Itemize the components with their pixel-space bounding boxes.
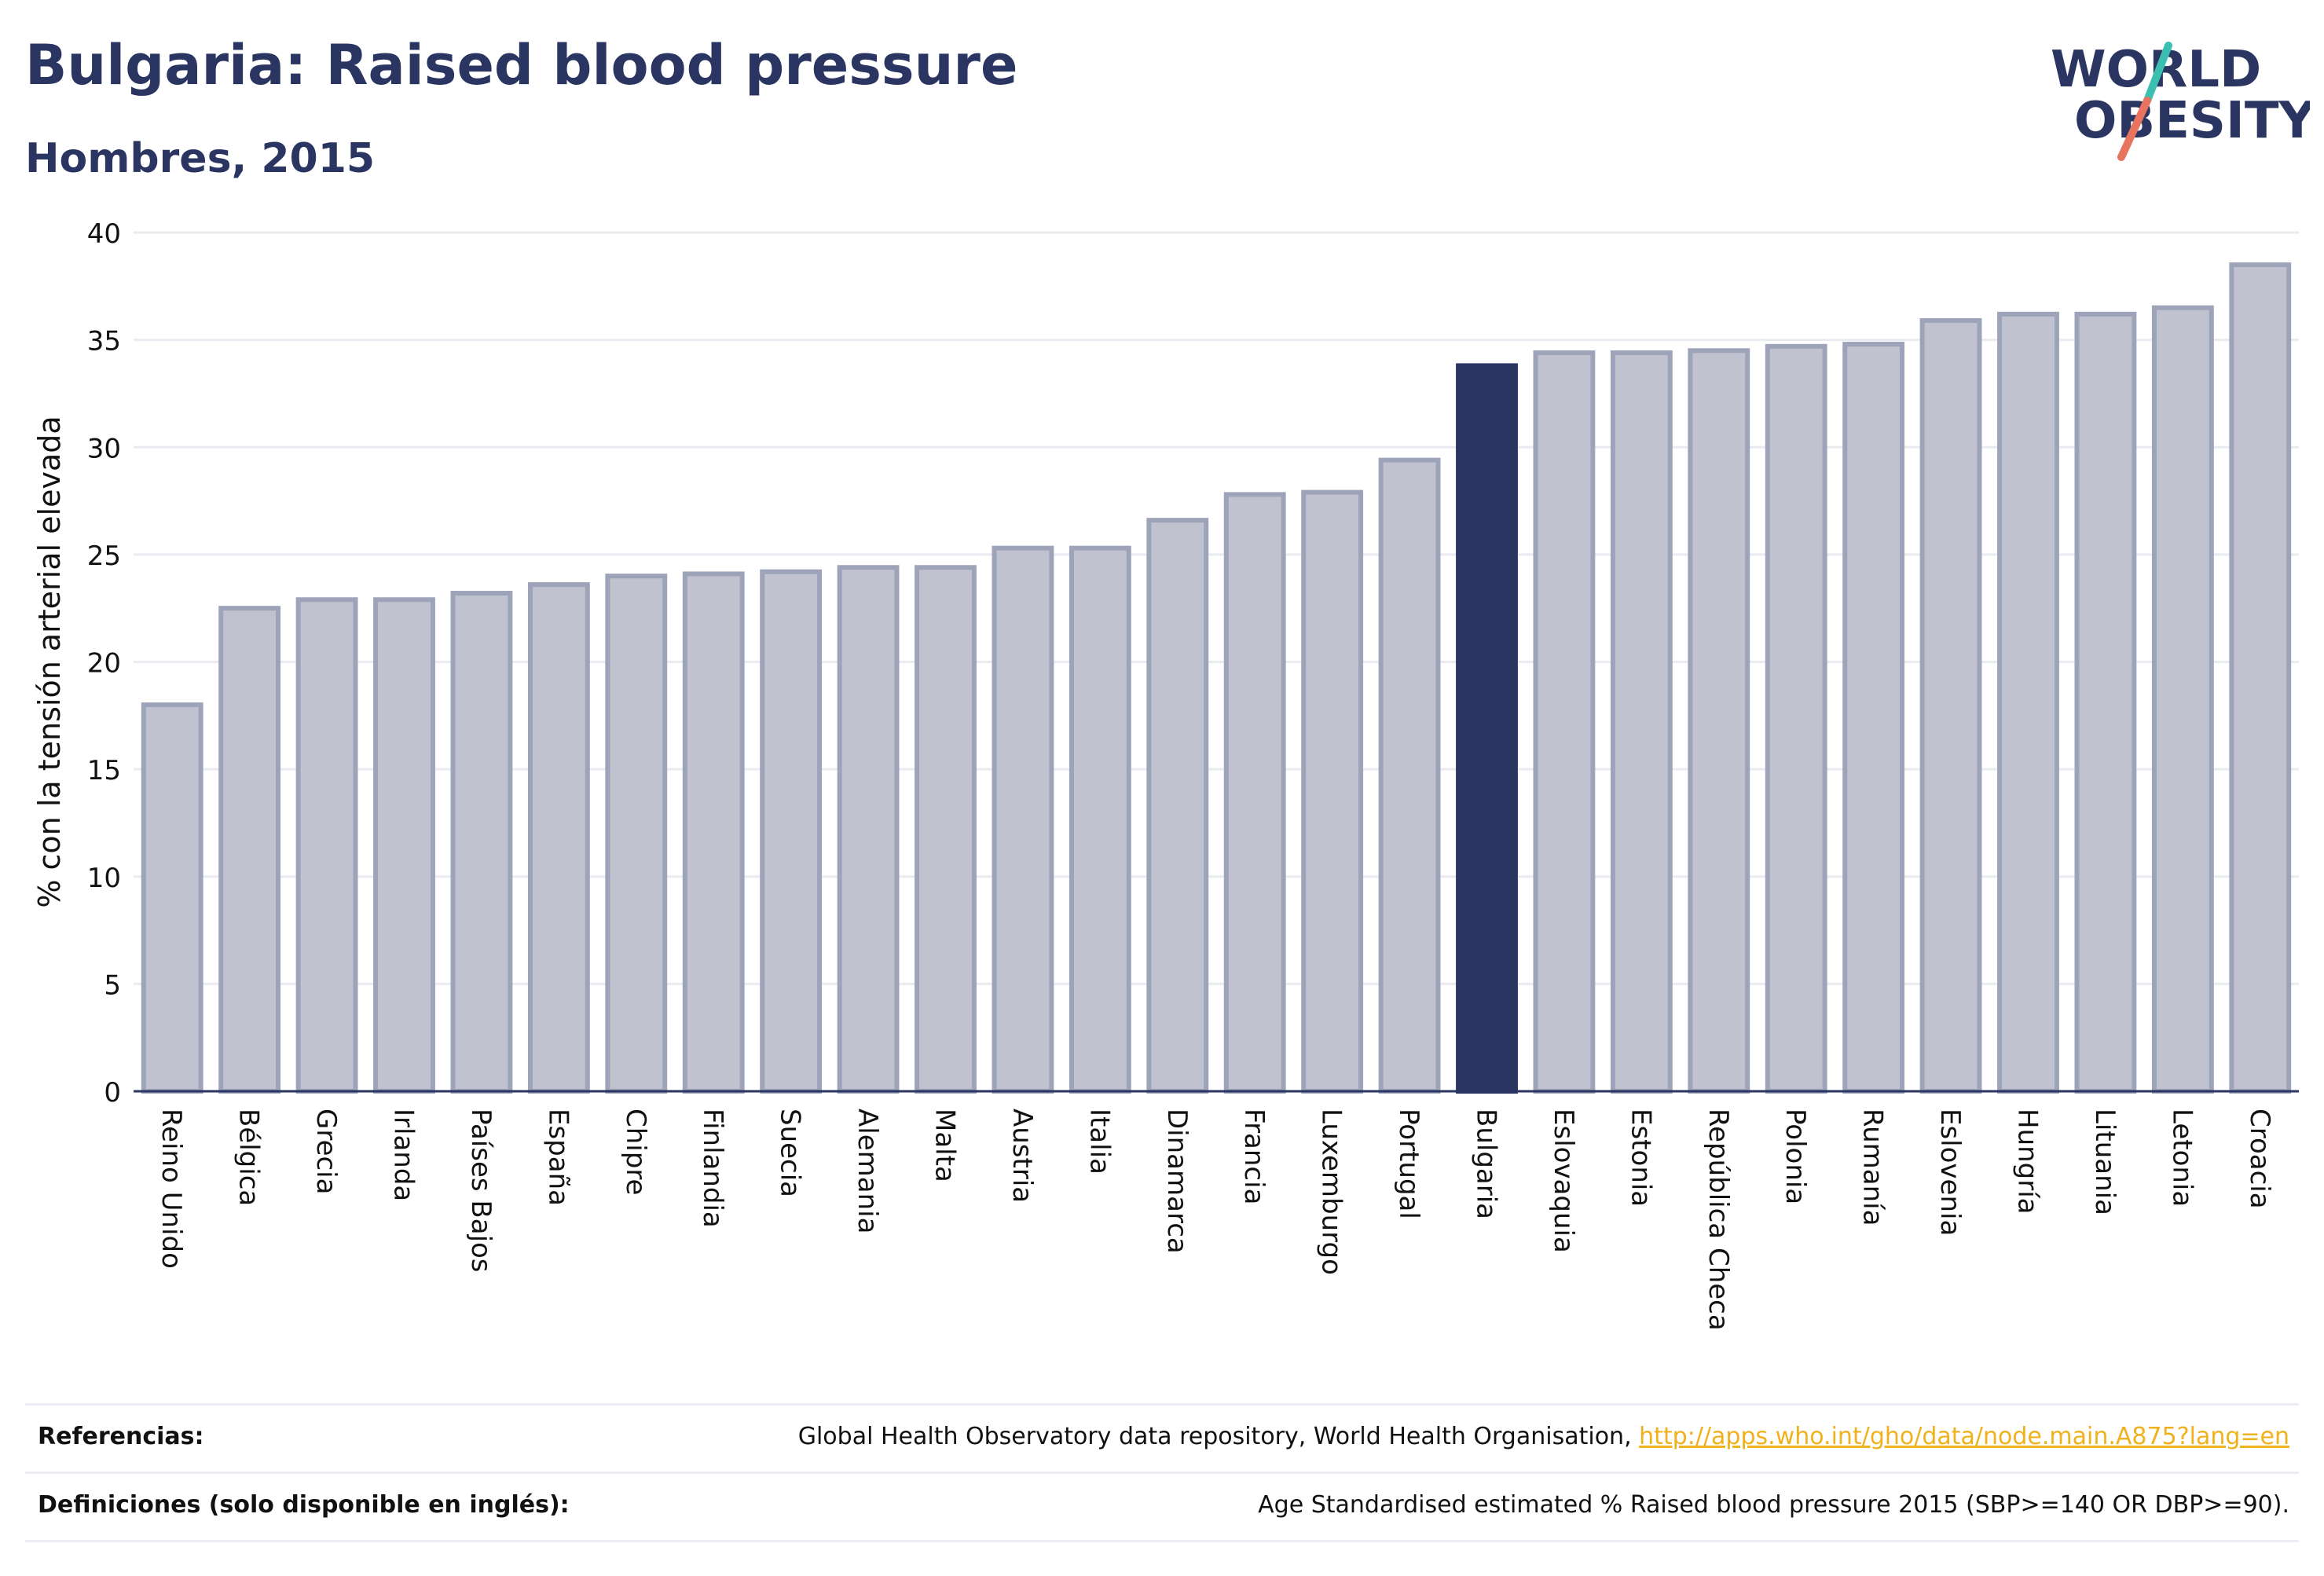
definitions-label: Definiciones (solo disponible en inglés)…: [38, 1491, 570, 1519]
x-tick-label: Irlanda: [388, 1109, 420, 1201]
bar-estonia: [1610, 350, 1673, 1094]
bar-suecia: [760, 569, 823, 1094]
bar-eslovaquia: [1533, 350, 1596, 1094]
bar-polonia: [1765, 343, 1827, 1094]
bar-bulgaria: [1456, 363, 1518, 1094]
x-tick-labels: Reino Unido Bélgica Grecia Irlanda Países Ba…: [156, 1109, 2275, 1331]
bar-malta: [915, 565, 977, 1094]
bar-eslovenia: [1919, 318, 1982, 1094]
x-tick-label: Suecia: [775, 1109, 806, 1197]
x-tick-label: España: [542, 1109, 574, 1206]
y-tick-label: 5: [104, 969, 121, 1001]
references-row: Referencias: Global Health Observatory d…: [25, 1403, 2299, 1472]
x-tick-label: Bélgica: [233, 1109, 265, 1206]
y-tick-label: 10: [87, 863, 121, 894]
bar-francia: [1223, 492, 1286, 1094]
references-link[interactable]: http://apps.who.int/gho/data/node.main.A…: [1639, 1423, 2289, 1450]
references-label: Referencias:: [38, 1423, 204, 1450]
bar-finlandia: [682, 571, 745, 1094]
bar-chart: 0 5 10 15 20 25 30 35 40 Reino Unido Bélgica Greci…: [32, 218, 2299, 1331]
bar-letonia: [2151, 305, 2214, 1094]
x-tick-label: Croacia: [2244, 1109, 2275, 1209]
references-table: Referencias: Global Health Observatory d…: [25, 1403, 2299, 1542]
logo-slash-top: [2143, 42, 2172, 104]
x-tick-label: Eslovenia: [1934, 1109, 1966, 1236]
x-tick-label: Italia: [1083, 1109, 1115, 1175]
bar-países-bajos: [450, 591, 513, 1094]
x-tick-label: Letonia: [2166, 1109, 2198, 1207]
bar-reino-unido: [141, 702, 203, 1094]
x-tick-label: Malta: [929, 1109, 961, 1182]
y-tick-label: 40: [87, 218, 121, 250]
references-text: Global Health Observatory data repositor…: [797, 1423, 1640, 1450]
x-tick-label: Chipre: [620, 1109, 651, 1195]
bar-lituania: [2074, 311, 2137, 1094]
x-tick-label: Bulgaria: [1471, 1109, 1502, 1219]
logo-slash-bottom: [2117, 97, 2151, 161]
y-axis-label: % con la tensión arterial elevada: [32, 416, 67, 907]
x-tick-label: Portugal: [1393, 1109, 1424, 1219]
y-tick-label: 0: [104, 1077, 121, 1109]
x-tick-label: Rumanía: [1857, 1109, 1889, 1226]
bars: [141, 262, 2292, 1094]
bar-chipre: [605, 574, 668, 1094]
x-tick-label: Austria: [1006, 1109, 1038, 1203]
bar-luxemburgo: [1301, 489, 1364, 1094]
x-tick-label: Grecia: [310, 1109, 342, 1194]
x-tick-label: Alemania: [852, 1109, 883, 1233]
y-tick-label: 25: [87, 541, 121, 572]
x-tick-label: Francia: [1238, 1109, 1270, 1204]
chart-subtitle: Hombres, 2015: [25, 135, 376, 182]
bar-croacia: [2229, 262, 2292, 1094]
x-tick-label: Eslovaquia: [1548, 1109, 1579, 1253]
x-tick-label: República Checa: [1703, 1109, 1734, 1331]
x-tick-label: Lituania: [2089, 1109, 2121, 1215]
bar-bélgica: [218, 606, 281, 1094]
bar-grecia: [295, 597, 358, 1094]
definitions-row: Definiciones (solo disponible en inglés)…: [25, 1472, 2299, 1542]
bar-república-checa: [1688, 348, 1750, 1094]
x-tick-label: Finlandia: [697, 1109, 728, 1228]
x-tick-label: Luxemburgo: [1316, 1109, 1347, 1275]
x-tick-label: Países Bajos: [465, 1109, 497, 1273]
world-obesity-logo: WORLD OBESITY: [2051, 41, 2310, 161]
bar-españa: [527, 582, 590, 1094]
references-value: Global Health Observatory data repositor…: [798, 1423, 2289, 1450]
definitions-value: Age Standardised estimated % Raised bloo…: [1258, 1491, 2289, 1519]
bar-italia: [1069, 545, 1131, 1094]
x-tick-label: Reino Unido: [156, 1109, 187, 1269]
y-tick-labels: 0 5 10 15 20 25 30 35 40: [87, 218, 121, 1109]
bar-dinamarca: [1146, 518, 1209, 1094]
x-tick-label: Estonia: [1625, 1109, 1656, 1207]
bar-austria: [992, 545, 1054, 1094]
y-tick-label: 20: [87, 648, 121, 680]
bar-irlanda: [373, 597, 435, 1094]
x-tick-label: Dinamarca: [1161, 1109, 1193, 1254]
bar-alemania: [837, 565, 900, 1094]
logo-line-2: OBESITY: [2074, 92, 2310, 150]
x-tick-label: Hungría: [2012, 1109, 2044, 1215]
y-tick-label: 15: [87, 755, 121, 786]
bar-hungría: [1997, 311, 2059, 1094]
chart-title: Bulgaria: Raised blood pressure: [25, 33, 1018, 97]
y-tick-label: 30: [87, 433, 121, 464]
x-tick-label: Polonia: [1780, 1109, 1811, 1204]
y-tick-label: 35: [87, 326, 121, 357]
bar-rumanía: [1842, 342, 1905, 1094]
bar-portugal: [1378, 457, 1441, 1094]
